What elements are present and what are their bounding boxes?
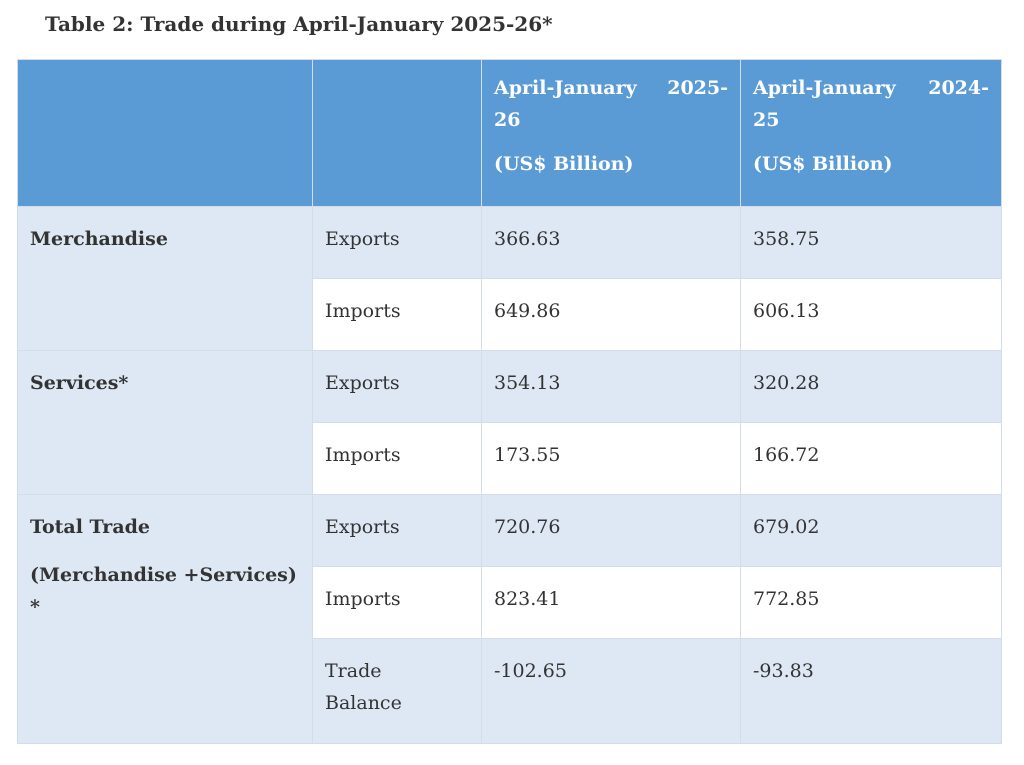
- group-label: Total Trade: [30, 516, 151, 538]
- column-period: April-January 2024-25: [753, 77, 989, 131]
- table-row: Imports 823.41 772.85: [18, 566, 1002, 639]
- group-sublabel: (Merchandise +Services) *: [30, 564, 297, 618]
- header-cell: [312, 59, 482, 207]
- value-cell: 720.76: [481, 494, 741, 567]
- table-row: Trade Balance -102.65 -93.83: [18, 638, 1002, 744]
- row-label: Imports: [312, 566, 482, 639]
- value-cell: -102.65: [481, 638, 741, 744]
- table-title: Table 2: Trade during April-January 2025…: [45, 12, 553, 36]
- group-cell: Merchandise: [17, 206, 313, 351]
- value-cell: 358.75: [740, 206, 1002, 279]
- header-row: April-January 2025-26 (US$ Billion) Apri…: [17, 59, 1002, 207]
- column-unit: (US$ Billion): [753, 153, 893, 175]
- row-label: Imports: [312, 278, 482, 351]
- row-label: Exports: [312, 494, 482, 567]
- table-row: Imports 649.86 606.13: [18, 278, 1002, 351]
- value-cell: 320.28: [740, 350, 1002, 423]
- value-cell: 366.63: [481, 206, 741, 279]
- value-cell: 772.85: [740, 566, 1002, 639]
- value-cell: 173.55: [481, 422, 741, 495]
- value-cell: -93.83: [740, 638, 1002, 744]
- header-cell: [17, 59, 313, 207]
- value-cell: 606.13: [740, 278, 1002, 351]
- value-cell: 354.13: [481, 350, 741, 423]
- value-cell: 823.41: [481, 566, 741, 639]
- table-row: Imports 173.55 166.72: [18, 422, 1002, 495]
- row-label: Trade Balance: [312, 638, 482, 744]
- value-cell: 649.86: [481, 278, 741, 351]
- table-body: Merchandise Exports 366.63 358.75 Imports 649…: [17, 206, 1002, 744]
- header-cell: April-January 2024-25 (US$ Billion): [740, 59, 1002, 207]
- table-row: Merchandise Exports 366.63 358.75: [17, 206, 1002, 351]
- group-cell: Total Trade (Merchandise +Services) *: [17, 494, 313, 744]
- table-row: Services* Exports 354.13 320.28: [17, 350, 1002, 495]
- group-cell: Services*: [17, 350, 313, 495]
- value-cell: 679.02: [740, 494, 1002, 567]
- trade-table: April-January 2025-26 (US$ Billion) Apri…: [17, 59, 1002, 744]
- row-label: Exports: [312, 206, 482, 279]
- group-label: Merchandise: [30, 228, 168, 250]
- table-row: Total Trade (Merchandise +Services) * Expo…: [17, 494, 1002, 744]
- header-cell: April-January 2025-26 (US$ Billion): [481, 59, 741, 207]
- column-unit: (US$ Billion): [494, 153, 634, 175]
- group-label: Services*: [30, 372, 129, 394]
- row-label: Exports: [312, 350, 482, 423]
- value-cell: 166.72: [740, 422, 1002, 495]
- row-label: Imports: [312, 422, 482, 495]
- column-period: April-January 2025-26: [494, 77, 728, 131]
